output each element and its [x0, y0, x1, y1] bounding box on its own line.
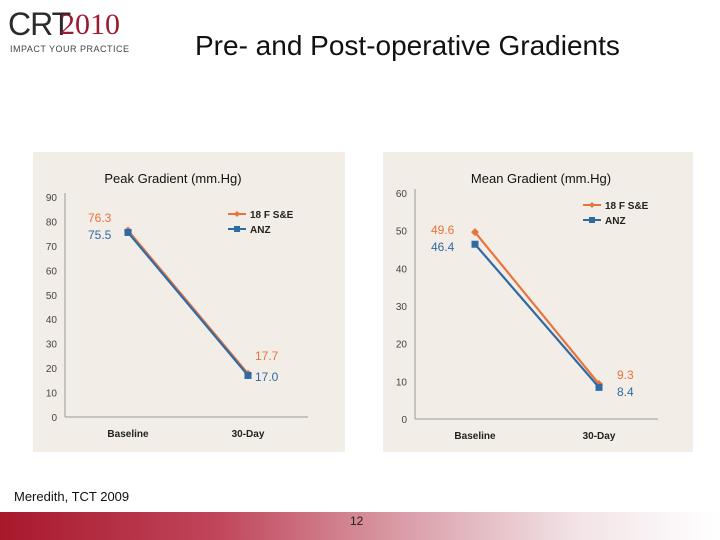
- mean-xtick-label: 30-Day: [583, 431, 616, 442]
- mean-legend-marker: [589, 217, 595, 223]
- crt-logo: CRT 2010 IMPACT YOUR PRACTICE: [6, 6, 156, 56]
- mean-point-anz: [471, 240, 479, 248]
- slide-title: Pre- and Post-operative Gradients: [195, 30, 620, 61]
- mean-point-anz: [595, 383, 603, 391]
- mean-data-label: 8.4: [617, 385, 634, 399]
- mean-chart-title: Mean Gradient (mm.Hg): [471, 171, 611, 186]
- source-citation: Meredith, TCT 2009: [14, 489, 130, 504]
- mean-point-s18: [471, 228, 479, 237]
- peak-legend-label: 18 F S&E: [250, 210, 294, 221]
- mean-series-line-s18: [474, 231, 600, 385]
- peak-ytick-label: 20: [46, 364, 58, 375]
- peak-chart-title: Peak Gradient (mm.Hg): [104, 171, 241, 186]
- peak-data-label: 75.5: [88, 228, 112, 242]
- mean-ytick-label: 0: [401, 415, 407, 426]
- peak-gradient-chart: Peak Gradient (mm.Hg) 0 10 20 30 40 50 60 70 80 90…: [33, 152, 345, 452]
- mean-legend-marker: [589, 202, 595, 208]
- mean-ytick-label: 10: [396, 377, 408, 388]
- logo-tagline: IMPACT YOUR PRACTICE: [10, 44, 130, 54]
- peak-ytick-label: 0: [51, 413, 57, 424]
- peak-legend-label: ANZ: [250, 225, 271, 236]
- peak-ytick-label: 90: [46, 193, 58, 204]
- mean-ytick-label: 20: [396, 340, 408, 351]
- mean-data-label: 9.3: [617, 368, 634, 382]
- peak-ytick-label: 60: [46, 266, 58, 277]
- mean-ytick-label: 60: [396, 189, 408, 200]
- mean-xtick-label: Baseline: [454, 431, 496, 442]
- mean-gradient-svg: Mean Gradient (mm.Hg) 0 10 20 30 40 50 60 Baseli…: [396, 171, 658, 442]
- mean-legend-label: ANZ: [605, 216, 626, 227]
- peak-xtick-label: Baseline: [107, 429, 149, 440]
- peak-series-line-s18: [127, 229, 249, 375]
- peak-xtick-label: 30-Day: [232, 429, 265, 440]
- peak-data-label: 76.3: [88, 211, 112, 225]
- mean-data-label: 49.6: [431, 223, 455, 237]
- mean-series-line-anz: [474, 243, 600, 389]
- peak-point-anz: [124, 228, 132, 236]
- peak-point-anz: [244, 371, 252, 379]
- mean-ytick-label: 50: [396, 227, 408, 238]
- peak-series-line-anz: [127, 231, 249, 377]
- logo-brand: CRT: [8, 6, 71, 42]
- mean-ytick-label: 30: [396, 302, 408, 313]
- peak-gradient-svg: Peak Gradient (mm.Hg) 0 10 20 30 40 50 60 70 80 90…: [46, 171, 308, 440]
- peak-ytick-label: 40: [46, 315, 58, 326]
- peak-legend-marker: [234, 226, 240, 232]
- page-number: 12: [350, 514, 364, 528]
- peak-ytick-label: 50: [46, 291, 58, 302]
- peak-data-label: 17.7: [255, 349, 279, 363]
- peak-data-label: 17.0: [255, 370, 279, 384]
- peak-ytick-label: 10: [46, 389, 58, 400]
- mean-ytick-label: 40: [396, 264, 408, 275]
- mean-data-label: 46.4: [431, 240, 455, 254]
- peak-ytick-label: 80: [46, 217, 58, 228]
- footer-bar: [0, 512, 720, 540]
- peak-ytick-label: 70: [46, 242, 58, 253]
- mean-gradient-chart: Mean Gradient (mm.Hg) 0 10 20 30 40 50 60 Baseli…: [383, 152, 693, 452]
- logo-year: 2010: [60, 8, 120, 41]
- peak-ytick-label: 30: [46, 340, 58, 351]
- peak-legend-marker: [234, 211, 240, 217]
- mean-legend-label: 18 F S&E: [605, 201, 649, 212]
